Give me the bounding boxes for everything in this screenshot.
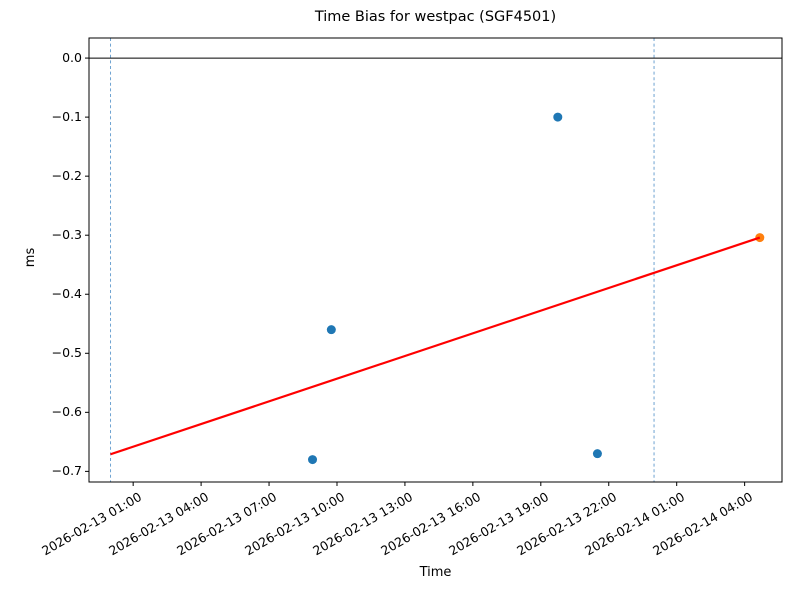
measured-bias-point — [308, 455, 318, 465]
y-tick-label: −0.4 — [51, 286, 82, 302]
y-tick-label: −0.1 — [51, 109, 82, 125]
trend-fit-line — [110, 236, 761, 456]
y-axis-label: ms — [23, 247, 39, 268]
chart-title: Time Bias for westpac (SGF4501) — [314, 9, 557, 25]
measured-bias-point — [592, 449, 602, 459]
y-tick-label: −0.7 — [51, 463, 82, 479]
y-tick-label: 0.0 — [62, 50, 82, 66]
plot-border — [88, 37, 783, 483]
measured-bias-point — [326, 325, 336, 335]
x-axis-label: Time — [419, 565, 452, 580]
y-tick-label: −0.6 — [51, 404, 82, 420]
y-tick-label: −0.3 — [51, 227, 82, 243]
measured-bias-point — [553, 112, 563, 122]
y-tick-label: −0.5 — [51, 345, 82, 361]
y-tick-label: −0.2 — [51, 168, 82, 184]
